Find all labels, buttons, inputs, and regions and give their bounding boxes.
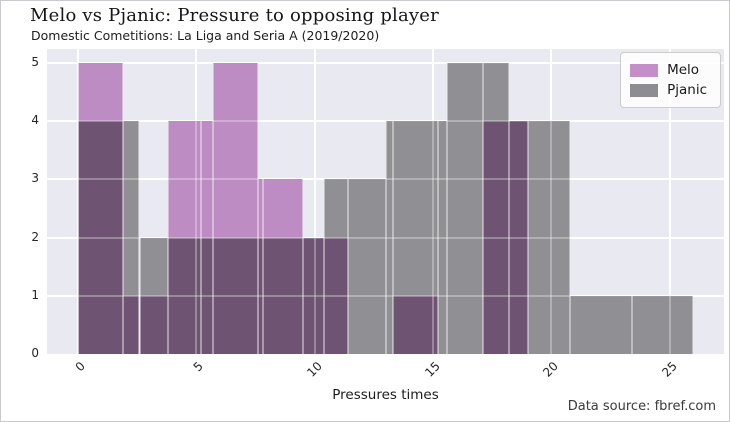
gridline-vertical — [668, 49, 671, 354]
gridline-horizontal — [47, 62, 724, 64]
bar-segment — [122, 121, 140, 296]
bar-segment — [508, 121, 528, 354]
bar-segment — [437, 121, 448, 354]
gridline-vertical — [668, 49, 671, 354]
histogram-bars — [47, 49, 724, 354]
legend-label-pjanic: Pjanic — [667, 82, 707, 98]
bar-segment — [385, 121, 393, 354]
bar-segment — [78, 121, 123, 354]
gridline-vertical — [550, 49, 553, 354]
gridlines-over — [47, 49, 724, 354]
bar-segment — [167, 237, 202, 354]
bar-segment — [527, 121, 571, 354]
bar-segment — [324, 179, 348, 238]
y-tick-label: 2 — [31, 229, 39, 244]
bar-segment — [122, 295, 140, 354]
bar-segment — [167, 121, 202, 238]
bar-segment — [262, 237, 303, 354]
bar-segment — [139, 295, 168, 354]
bar-segment — [212, 237, 258, 354]
gridline-horizontal — [47, 62, 724, 64]
chart-title: Melo vs Pjanic: Pressure to opposing pla… — [30, 5, 439, 26]
bar-segment — [447, 63, 483, 354]
bar-segment — [201, 121, 213, 238]
legend: Melo Pjanic — [620, 52, 721, 108]
gridline-horizontal — [47, 178, 724, 181]
y-tick-label: 1 — [31, 287, 39, 302]
bar-segment — [257, 237, 263, 354]
bar-segment — [631, 295, 694, 354]
y-tick-label: 0 — [31, 346, 39, 360]
bar-segment — [139, 237, 168, 296]
y-tick-label: 3 — [31, 171, 39, 186]
gridline-vertical — [431, 49, 434, 354]
bar-segment — [324, 237, 348, 354]
bar-segment — [482, 121, 509, 354]
legend-row-melo: Melo — [630, 60, 707, 80]
bar-segment — [262, 179, 303, 238]
data-source-caption: Data source: fbref.com — [567, 399, 716, 414]
gridline-vertical — [313, 49, 316, 354]
y-tick-label: 5 — [31, 55, 39, 69]
bar-segment — [201, 237, 213, 354]
legend-row-pjanic: Pjanic — [630, 80, 707, 100]
bar-segment — [570, 295, 632, 354]
legend-swatch-melo — [630, 63, 659, 77]
bar-segment — [302, 237, 325, 354]
bar-segment — [212, 63, 258, 238]
plot-area: Melo Pjanic — [47, 49, 724, 354]
legend-label-melo: Melo — [667, 62, 700, 78]
bar-segment — [78, 63, 123, 122]
gridline-horizontal — [47, 236, 724, 239]
bar-segment — [257, 179, 263, 238]
bar-segment — [392, 121, 438, 296]
bar-segment — [482, 63, 509, 122]
gridline-horizontal — [47, 294, 724, 297]
gridline-vertical — [77, 49, 79, 354]
x-axis-title: Pressures times — [332, 387, 439, 403]
gridline-horizontal — [47, 120, 724, 123]
gridline-vertical — [313, 49, 316, 354]
gridline-horizontal — [47, 120, 724, 123]
bar-segment — [392, 295, 438, 354]
legend-swatch-pjanic — [630, 83, 659, 97]
y-tick-label: 4 — [31, 113, 39, 128]
bar-segment — [347, 179, 386, 354]
chart-subtitle: Domestic Cometitions: La Liga and Seria … — [31, 28, 380, 43]
gridline-vertical — [195, 49, 198, 354]
